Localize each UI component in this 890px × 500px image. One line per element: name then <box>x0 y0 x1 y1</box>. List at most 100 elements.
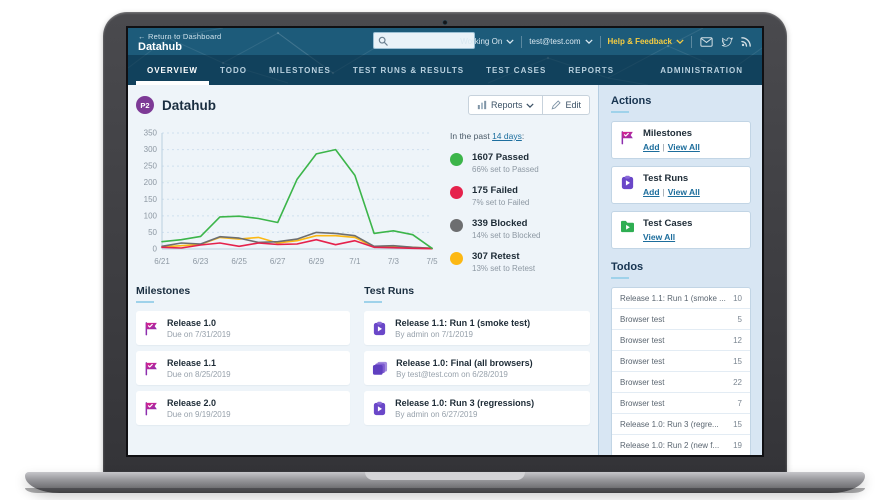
legend-item-retest: 307 Retest 13% set to Retest <box>450 251 590 273</box>
help-feedback-label: Help & Feedback <box>607 37 672 46</box>
tab-administration[interactable]: ADMINISTRATION <box>660 65 743 75</box>
webcam <box>442 20 448 25</box>
action-card-test-runs: Test Runs Add | View All <box>611 166 751 204</box>
todo-row[interactable]: Release 1.0: Run 2 (new f... 19 <box>612 435 750 455</box>
legend-suffix: : <box>521 131 525 141</box>
todo-count: 12 <box>733 335 742 345</box>
todo-count: 15 <box>733 419 742 429</box>
svg-text:6/21: 6/21 <box>154 257 170 266</box>
todo-label: Release 1.1: Run 1 (smoke ... <box>620 293 726 303</box>
todo-count: 7 <box>737 398 742 408</box>
divider <box>599 35 601 48</box>
milestone-due: Due on 7/31/2019 <box>167 329 231 339</box>
todo-row[interactable]: Release 1.0: Run 3 (regre... 15 <box>612 414 750 435</box>
laptop-base <box>25 472 865 493</box>
mail-icon[interactable] <box>700 36 713 47</box>
right-sidebar: Actions Milestones Add | View All <box>598 85 762 455</box>
milestones-view-all-link[interactable]: View All <box>667 142 700 152</box>
return-to-dashboard-label: Return to Dashboard <box>147 32 222 41</box>
account-label: test@test.com <box>529 37 581 46</box>
todo-label: Browser test <box>620 398 665 408</box>
account-menu[interactable]: test@test.com <box>522 37 599 46</box>
test-runs-add-link[interactable]: Add <box>643 187 660 197</box>
passed-detail: 66% set to Passed <box>472 165 539 174</box>
todo-count: 19 <box>733 441 742 450</box>
tab-milestones[interactable]: MILESTONES <box>268 65 331 75</box>
test-run-row[interactable]: Release 1.0: Final (all browsers) By tes… <box>364 351 590 385</box>
working-on-menu[interactable]: Working On <box>453 37 521 46</box>
todo-label: Release 1.0: Run 2 (new f... <box>620 441 720 450</box>
todo-row[interactable]: Browser test 15 <box>612 351 750 372</box>
top-bar: ← Return to Dashboard Datahub Working On <box>128 28 762 55</box>
svg-text:6/29: 6/29 <box>308 257 324 266</box>
todo-row[interactable]: Browser test 7 <box>612 393 750 414</box>
milestone-row[interactable]: Release 1.0 Due on 7/31/2019 <box>136 311 351 345</box>
test-runs-title: Test Runs <box>364 285 415 297</box>
test-run-by: By admin on 7/1/2019 <box>395 329 473 339</box>
working-on-label: Working On <box>460 37 503 46</box>
legend-item-blocked: 339 Blocked 14% set to Blocked <box>450 218 590 240</box>
reports-button[interactable]: Reports <box>467 95 544 115</box>
chevron-down-icon <box>584 37 593 46</box>
test-run-icon <box>372 321 387 336</box>
lists-row: Milestones Release 1.0 Due on 7/31/2019 … <box>136 285 590 431</box>
tab-test-cases[interactable]: TEST CASES <box>486 65 547 75</box>
edit-button[interactable]: Edit <box>542 95 590 115</box>
test-run-row[interactable]: Release 1.0: Run 3 (regressions) By admi… <box>364 391 590 425</box>
action-label: Test Runs <box>643 173 689 184</box>
days-range-link[interactable]: 14 days <box>492 131 522 141</box>
todo-row[interactable]: Browser test 12 <box>612 330 750 351</box>
milestone-flag-icon <box>144 401 159 416</box>
tab-todo[interactable]: TODO <box>219 65 247 75</box>
page-body: P2 Datahub Reports Edit <box>128 85 762 455</box>
milestone-name: Release 1.0 <box>167 317 217 328</box>
test-run-name: Release 1.1: Run 1 (smoke test) <box>395 317 531 328</box>
search-box[interactable] <box>373 32 475 49</box>
top-menu: Working On test@test.com Help & Feedback <box>453 28 756 55</box>
test-runs-view-all-link[interactable]: View All <box>667 187 700 197</box>
back-arrow-icon: ← <box>138 32 148 41</box>
todo-row[interactable]: Release 1.1: Run 1 (smoke ... 10 <box>612 288 750 309</box>
todo-label: Release 1.0: Run 3 (regre... <box>620 419 719 429</box>
todo-label: Browser test <box>620 335 665 345</box>
milestone-row[interactable]: Release 2.0 Due on 9/19/2019 <box>136 391 351 425</box>
return-to-dashboard-link[interactable]: ← Return to Dashboard <box>138 32 221 41</box>
todo-count: 15 <box>733 356 742 366</box>
action-label: Milestones <box>643 128 693 139</box>
test-run-stack-icon <box>372 361 388 376</box>
tab-bar: OVERVIEW TODO MILESTONES TEST RUNS & RES… <box>128 55 762 85</box>
pencil-icon <box>551 100 562 110</box>
test-run-row[interactable]: Release 1.1: Run 1 (smoke test) By admin… <box>364 311 590 345</box>
milestones-add-link[interactable]: Add <box>643 142 660 152</box>
todo-label: Browser test <box>620 377 665 387</box>
test-run-name: Release 1.0: Final (all browsers) <box>396 357 533 368</box>
svg-text:100: 100 <box>144 211 158 220</box>
milestone-name: Release 1.1 <box>167 357 217 368</box>
failed-detail: 7% set to Failed <box>472 198 530 207</box>
rss-icon[interactable] <box>741 36 752 47</box>
tab-test-runs-results[interactable]: TEST RUNS & RESULTS <box>352 65 465 75</box>
test-cases-view-all-link[interactable]: View All <box>643 232 676 242</box>
todo-row[interactable]: Browser test 5 <box>612 309 750 330</box>
retest-dot <box>450 252 463 265</box>
passed-count: 1607 Passed <box>472 152 530 163</box>
todo-row[interactable]: Browser test 22 <box>612 372 750 393</box>
milestone-due: Due on 9/19/2019 <box>167 409 231 419</box>
action-label: Test Cases <box>643 218 693 229</box>
page-title: Datahub <box>162 97 216 113</box>
bar-chart-icon <box>477 100 487 110</box>
retest-count: 307 Retest <box>472 251 520 262</box>
blocked-dot <box>450 219 463 232</box>
help-feedback-menu[interactable]: Help & Feedback <box>601 37 691 46</box>
todo-count: 22 <box>733 377 742 387</box>
milestone-flag-icon <box>144 321 159 336</box>
test-run-by: By test@test.com on 6/28/2019 <box>396 369 508 379</box>
laptop-notch <box>365 472 525 480</box>
twitter-icon[interactable] <box>721 36 733 48</box>
search-input[interactable] <box>391 36 470 45</box>
milestone-row[interactable]: Release 1.1 Due on 8/25/2019 <box>136 351 351 385</box>
tab-reports[interactable]: REPORTS <box>568 65 615 75</box>
tab-overview[interactable]: OVERVIEW <box>136 55 209 85</box>
todo-label: Browser test <box>620 356 665 366</box>
